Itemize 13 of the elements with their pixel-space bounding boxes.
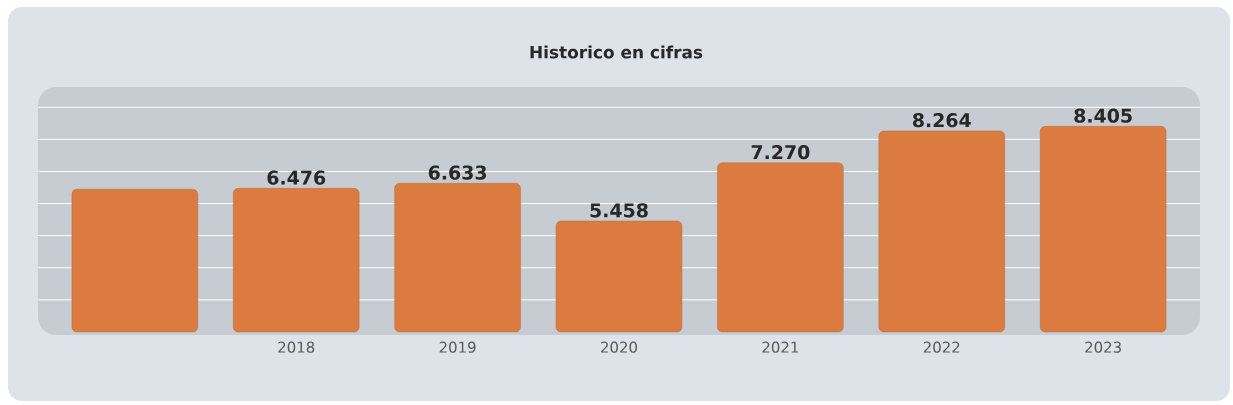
data-label: 8.405 xyxy=(1074,108,1132,123)
data-label: 5.458 xyxy=(590,203,648,218)
data-label: 6.476 xyxy=(267,170,326,185)
x-tick-label: 2021 xyxy=(762,341,798,353)
x-tick-label: 2018 xyxy=(278,341,315,353)
data-label: 6.633 xyxy=(428,165,487,180)
chart-title: Historico en cifras xyxy=(530,45,703,59)
x-tick-label: 2019 xyxy=(439,341,476,353)
data-label: 7.270 xyxy=(751,144,810,160)
data-label: 8.264 xyxy=(912,113,971,128)
x-tick-label: 2023 xyxy=(1085,341,1121,353)
x-tick-label: 2020 xyxy=(601,341,637,353)
x-tick-label: 2022 xyxy=(923,341,960,353)
